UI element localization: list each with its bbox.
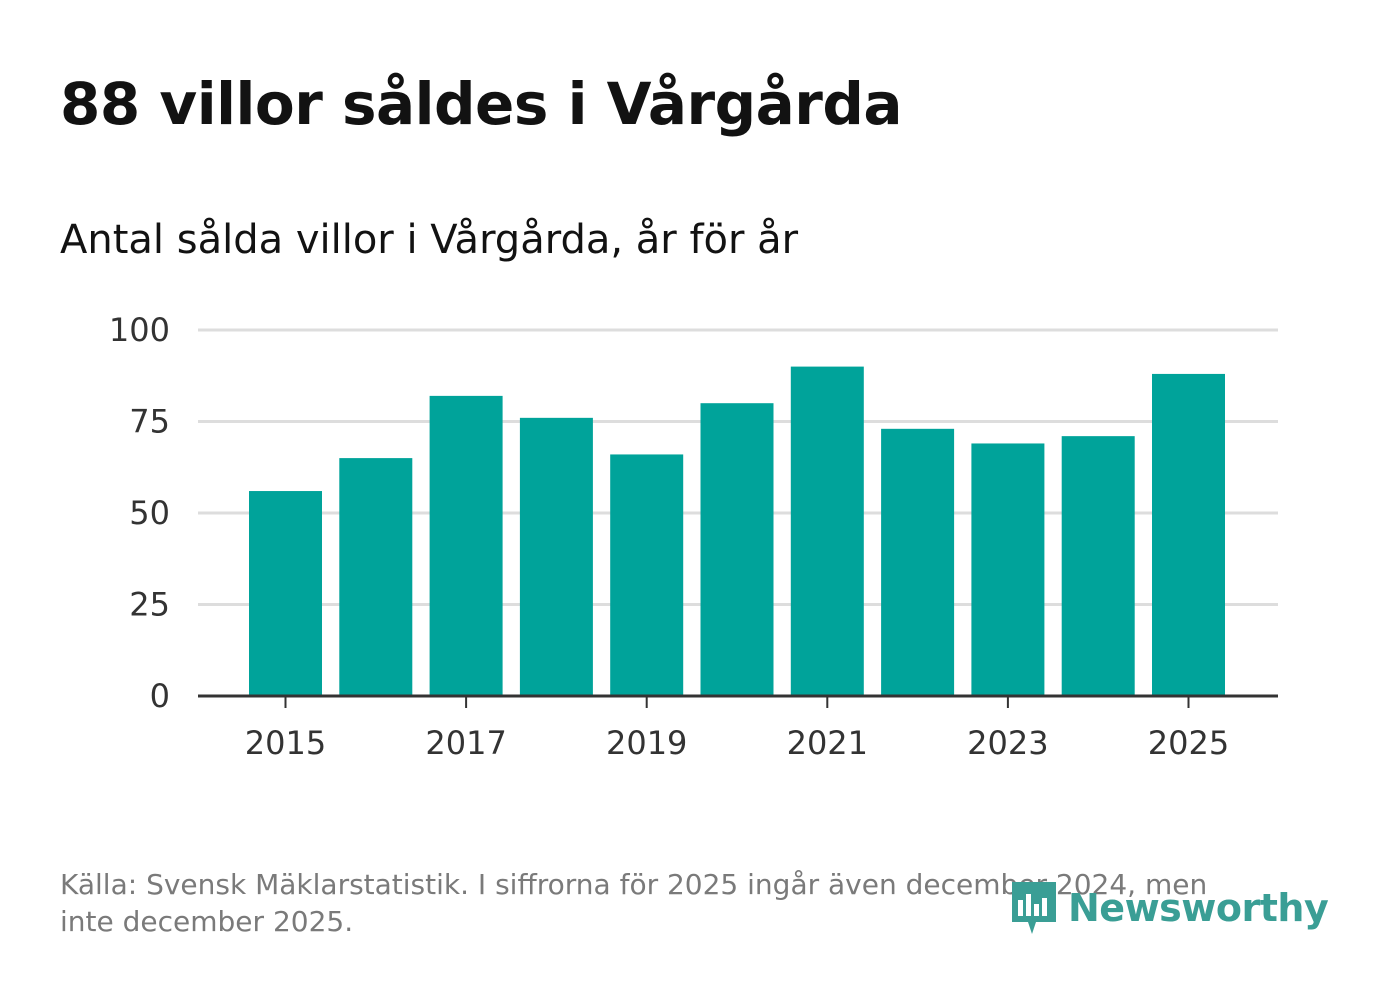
x-tick-label-2015: 2015: [245, 724, 326, 762]
x-tick-label-2019: 2019: [606, 724, 687, 762]
bar-chart-speech-bubble-icon: [1012, 882, 1056, 934]
y-tick-label-75: 75: [129, 403, 170, 441]
x-tick-label-2021: 2021: [787, 724, 868, 762]
bar-2015: [249, 491, 322, 696]
bar-2019: [610, 454, 684, 696]
bar-2018: [519, 417, 593, 696]
x-tick-label-2017: 2017: [425, 724, 506, 762]
newsworthy-logo: Newsworthy: [1010, 876, 1329, 940]
x-tick-label-2025: 2025: [1148, 724, 1229, 762]
logo-text: Newsworthy: [1068, 886, 1329, 930]
y-tick-label-25: 25: [129, 586, 170, 624]
bar-2023: [971, 443, 1045, 696]
y-tick-label-100: 100: [109, 311, 170, 349]
y-tick-label-50: 50: [129, 494, 170, 532]
chart-subtitle: Antal sålda villor i Vårgårda, år för år: [60, 217, 799, 263]
bar-2017: [429, 395, 503, 696]
x-tick-label-2023: 2023: [967, 724, 1048, 762]
chart-title: 88 villor såldes i Vårgårda: [60, 70, 903, 138]
bar-2024: [1061, 436, 1135, 696]
bar-2021: [790, 366, 864, 696]
bar-2025: [1152, 373, 1225, 696]
bar-2022: [881, 428, 955, 696]
bar-2020: [700, 403, 774, 696]
bar-2016: [339, 458, 413, 696]
y-tick-label-0: 0: [150, 677, 170, 715]
